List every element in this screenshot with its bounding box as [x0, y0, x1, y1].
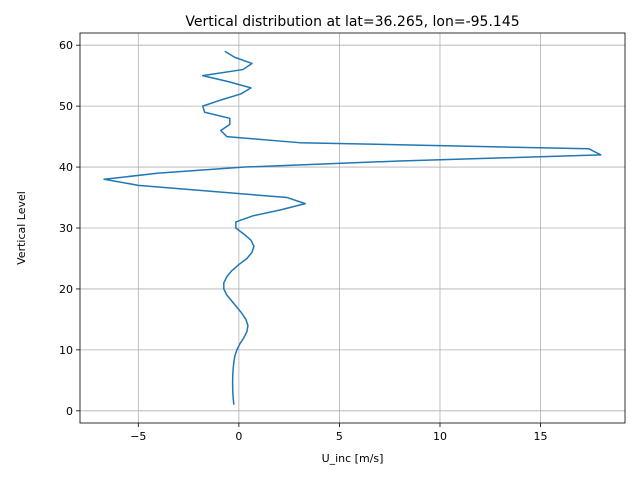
y-tick-label: 10 — [59, 344, 73, 357]
y-axis-label: Vertical Level — [15, 191, 28, 265]
x-tick-label: 10 — [433, 430, 447, 443]
x-tick-label: 0 — [235, 430, 242, 443]
y-tick-label: 0 — [66, 405, 73, 418]
y-tick-label: 20 — [59, 283, 73, 296]
x-tick-label: 15 — [534, 430, 548, 443]
y-tick-label: 50 — [59, 100, 73, 113]
y-tick-label: 30 — [59, 222, 73, 235]
tick-layer: −5 0 5 10 15 0 10 20 30 40 50 60 — [59, 39, 548, 443]
series-line — [103, 50, 602, 405]
x-tick-label: −5 — [130, 430, 146, 443]
grid-layer — [80, 33, 625, 423]
chart-title: Vertical distribution at lat=36.265, lon… — [185, 14, 519, 30]
x-tick-label: 5 — [336, 430, 343, 443]
x-axis-label: U_inc [m/s] — [322, 452, 384, 465]
y-tick-label: 40 — [59, 161, 73, 174]
series-layer — [103, 50, 602, 405]
y-tick-label: 60 — [59, 39, 73, 52]
